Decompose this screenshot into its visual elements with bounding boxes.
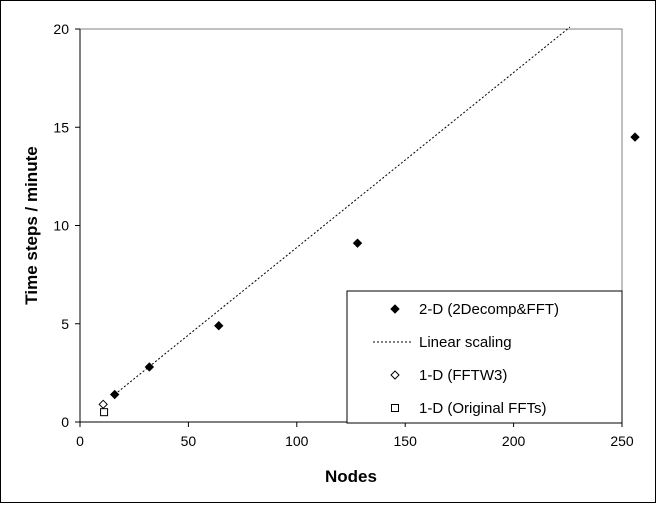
data-point-filled-diamond: [214, 321, 224, 331]
x-tick-label: 0: [76, 433, 84, 449]
legend-marker-filled-diamond: [390, 304, 400, 314]
x-axis-title: Nodes: [325, 467, 377, 486]
legend: 2-D (2Decomp&FFT) Linear scaling 1-D (FFTW…: [346, 290, 623, 424]
x-tick-label: 150: [394, 433, 418, 449]
x-tick-label: 100: [285, 433, 309, 449]
x-tick-label: 50: [181, 433, 197, 449]
y-tick-label: 10: [53, 218, 69, 234]
data-point-open-square: [100, 408, 109, 417]
axes: 0 50 100 150 200 250 0 5 10 15 20: [53, 21, 633, 449]
data-point-filled-diamond: [352, 238, 363, 248]
legend-label: 1-D (FFTW3): [419, 367, 507, 384]
x-tick-label: 250: [610, 433, 634, 449]
series-layer: [98, 26, 640, 417]
legend-marker-open-diamond: [390, 370, 400, 380]
legend-label: 2-D (2Decomp&FFT): [419, 301, 559, 318]
y-tick-label: 5: [61, 316, 69, 332]
y-tick-label: 15: [53, 119, 69, 135]
legend-label: 1-D (Original FFTs): [419, 400, 547, 417]
legend-marker-open-square: [391, 404, 399, 412]
legend-box: [346, 290, 623, 424]
y-tick-label: 20: [53, 21, 69, 37]
data-point-filled-diamond: [630, 132, 640, 142]
y-tick-label: 0: [61, 414, 69, 430]
legend-label: Linear scaling: [419, 334, 512, 351]
x-tick-label: 200: [502, 433, 526, 449]
y-axis-title: Time steps / minute: [22, 146, 41, 304]
linear-scaling-line: [114, 26, 571, 395]
